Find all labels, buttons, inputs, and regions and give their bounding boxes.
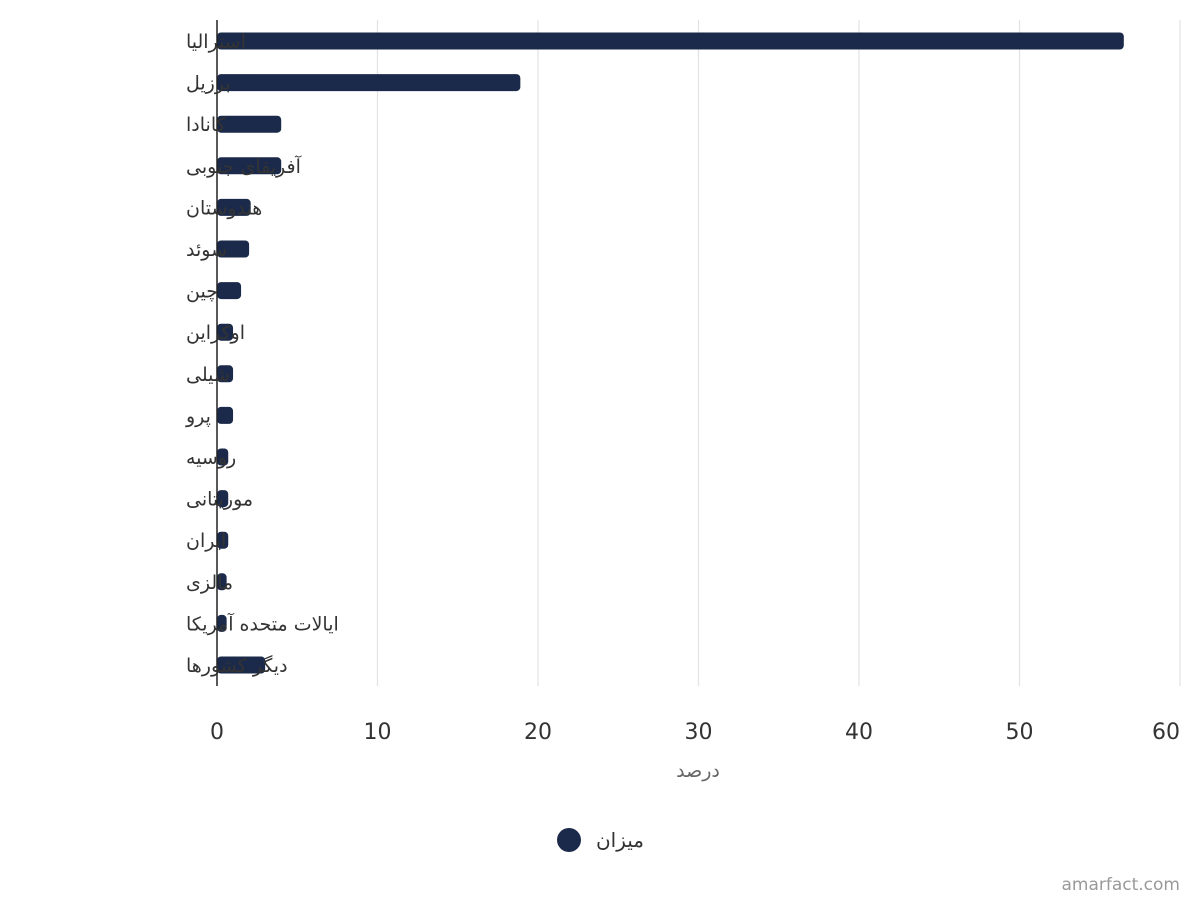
category-label: ایران [186,530,226,552]
grid-lines [376,20,1181,686]
bar[interactable] [217,157,282,175]
x-axis-title: درصد [676,760,720,782]
bar-series [217,32,1124,674]
credit-text: amarfact.com [1061,875,1180,895]
bar[interactable] [217,531,229,549]
category-label: هندوستان [186,197,262,219]
bar[interactable] [217,198,251,216]
bar[interactable] [217,448,229,466]
category-label: آفریقای جنوبی [186,154,302,178]
x-tick-label: 10 [364,720,392,745]
legend-marker [557,828,581,852]
category-label: روسیه [186,447,236,469]
x-tick-label: 50 [1006,720,1034,745]
bar[interactable] [217,656,266,674]
category-label: موریتانی [186,489,253,511]
legend-label: میزان [596,828,644,852]
x-tick-label: 30 [685,720,713,745]
x-tick-label: 0 [210,720,224,745]
bar[interactable] [217,490,229,508]
bar[interactable] [217,323,234,341]
bar[interactable] [217,406,234,424]
x-tick-labels: 0 10 20 30 40 50 60 [210,720,1180,745]
bar[interactable] [217,365,234,383]
bar[interactable] [217,115,282,133]
category-label: دیگر کشورها [186,654,288,677]
category-label: برزیل [186,73,231,95]
category-label: سوئد [186,239,227,261]
bar[interactable] [217,282,242,300]
legend[interactable]: میزان [557,828,644,852]
category-label: شیلی [186,364,230,386]
x-tick-label: 60 [1152,720,1180,745]
category-label: پرو [185,405,211,427]
category-label: کانادا [186,114,227,136]
bar[interactable] [217,614,227,632]
category-labels: استرالیا برزیل کانادا آفریقای جنوبی هندوستان… [185,31,339,677]
category-label: چین [186,281,218,303]
bar[interactable] [217,240,250,258]
x-tick-label: 20 [524,720,552,745]
category-label: استرالیا [186,31,246,53]
x-tick-label: 40 [845,720,873,745]
bar[interactable] [217,74,521,92]
category-label: مالزی [186,572,233,594]
category-label: ایالات متحده آمریکا [186,611,339,635]
category-label: اوکراین [186,322,245,344]
bar[interactable] [217,573,227,591]
bar[interactable] [217,32,1124,50]
